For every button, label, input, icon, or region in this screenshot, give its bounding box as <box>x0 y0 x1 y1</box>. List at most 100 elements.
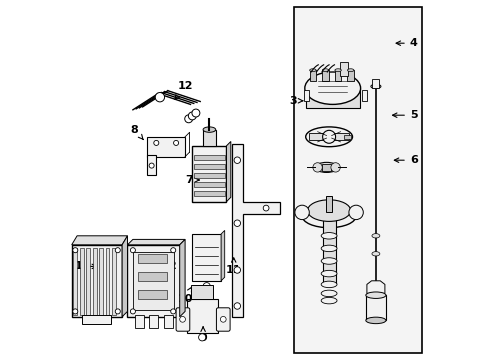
Ellipse shape <box>307 200 350 221</box>
Polygon shape <box>226 141 230 202</box>
Ellipse shape <box>309 69 316 72</box>
Ellipse shape <box>321 270 336 277</box>
Ellipse shape <box>302 204 355 228</box>
Ellipse shape <box>365 292 385 298</box>
Bar <box>322 212 335 284</box>
Polygon shape <box>82 315 111 324</box>
Bar <box>194 182 224 187</box>
Bar <box>149 315 158 328</box>
Ellipse shape <box>321 290 336 297</box>
Text: 8: 8 <box>131 125 143 140</box>
Ellipse shape <box>321 297 336 304</box>
Text: 4: 4 <box>395 38 417 48</box>
Bar <box>325 196 331 212</box>
FancyBboxPatch shape <box>216 308 230 331</box>
Bar <box>133 252 174 310</box>
Ellipse shape <box>321 233 336 239</box>
Bar <box>334 70 341 81</box>
Ellipse shape <box>321 245 336 252</box>
Bar <box>309 70 316 81</box>
Circle shape <box>155 93 164 102</box>
Circle shape <box>234 157 240 163</box>
Circle shape <box>179 316 185 322</box>
Circle shape <box>234 303 240 309</box>
Text: 6: 6 <box>393 155 417 165</box>
Bar <box>322 70 328 81</box>
Bar <box>93 248 96 315</box>
Circle shape <box>173 140 178 145</box>
Circle shape <box>312 163 322 172</box>
Circle shape <box>203 283 210 290</box>
Circle shape <box>130 309 135 314</box>
Bar <box>138 272 167 281</box>
FancyBboxPatch shape <box>176 308 189 331</box>
Bar <box>194 164 224 169</box>
Ellipse shape <box>348 205 363 220</box>
Ellipse shape <box>334 69 341 72</box>
Bar <box>192 234 221 281</box>
Bar <box>194 191 224 196</box>
Text: 1: 1 <box>75 261 96 271</box>
Polygon shape <box>72 236 127 245</box>
Ellipse shape <box>305 127 352 147</box>
Bar <box>192 146 226 202</box>
Circle shape <box>220 316 225 322</box>
Ellipse shape <box>314 162 338 172</box>
Bar <box>194 173 224 178</box>
Circle shape <box>184 115 192 123</box>
Bar <box>203 130 215 146</box>
Text: 10: 10 <box>177 287 192 304</box>
Bar <box>134 315 143 328</box>
Text: 7: 7 <box>184 175 199 185</box>
Bar <box>347 70 353 81</box>
Ellipse shape <box>322 69 328 72</box>
Bar <box>163 315 172 328</box>
Text: 9: 9 <box>199 327 206 343</box>
Bar <box>99 248 103 315</box>
Circle shape <box>322 130 335 143</box>
Ellipse shape <box>365 317 385 324</box>
Text: 2: 2 <box>155 261 176 271</box>
Bar <box>305 88 359 108</box>
Bar <box>138 254 167 263</box>
Bar <box>147 137 185 157</box>
Circle shape <box>115 309 120 314</box>
Bar <box>309 133 348 140</box>
Polygon shape <box>221 230 224 281</box>
Circle shape <box>198 334 205 341</box>
Circle shape <box>153 140 159 145</box>
Bar <box>361 90 366 101</box>
Ellipse shape <box>347 69 353 72</box>
Circle shape <box>330 163 340 172</box>
Circle shape <box>130 248 135 253</box>
Bar <box>112 248 116 315</box>
Bar <box>86 248 90 315</box>
Bar <box>194 155 224 160</box>
Bar <box>343 135 351 139</box>
Bar <box>138 290 167 299</box>
Polygon shape <box>127 239 185 245</box>
Bar <box>106 248 109 315</box>
Bar <box>186 299 217 333</box>
Ellipse shape <box>294 205 309 220</box>
Text: 3: 3 <box>289 96 302 106</box>
Bar <box>303 90 309 101</box>
Circle shape <box>170 248 175 253</box>
Circle shape <box>192 109 200 117</box>
Circle shape <box>115 248 120 253</box>
Polygon shape <box>231 144 279 317</box>
Bar <box>322 164 330 171</box>
Bar <box>294 7 421 353</box>
Bar <box>339 62 347 76</box>
Text: 5: 5 <box>392 110 417 120</box>
Bar <box>191 285 212 299</box>
Ellipse shape <box>370 84 380 89</box>
Ellipse shape <box>371 252 379 256</box>
Text: 11: 11 <box>225 258 241 275</box>
Bar <box>147 155 156 175</box>
Text: 12: 12 <box>175 81 192 99</box>
Circle shape <box>149 163 154 168</box>
Ellipse shape <box>321 281 336 288</box>
Ellipse shape <box>304 72 360 104</box>
Circle shape <box>234 267 240 273</box>
